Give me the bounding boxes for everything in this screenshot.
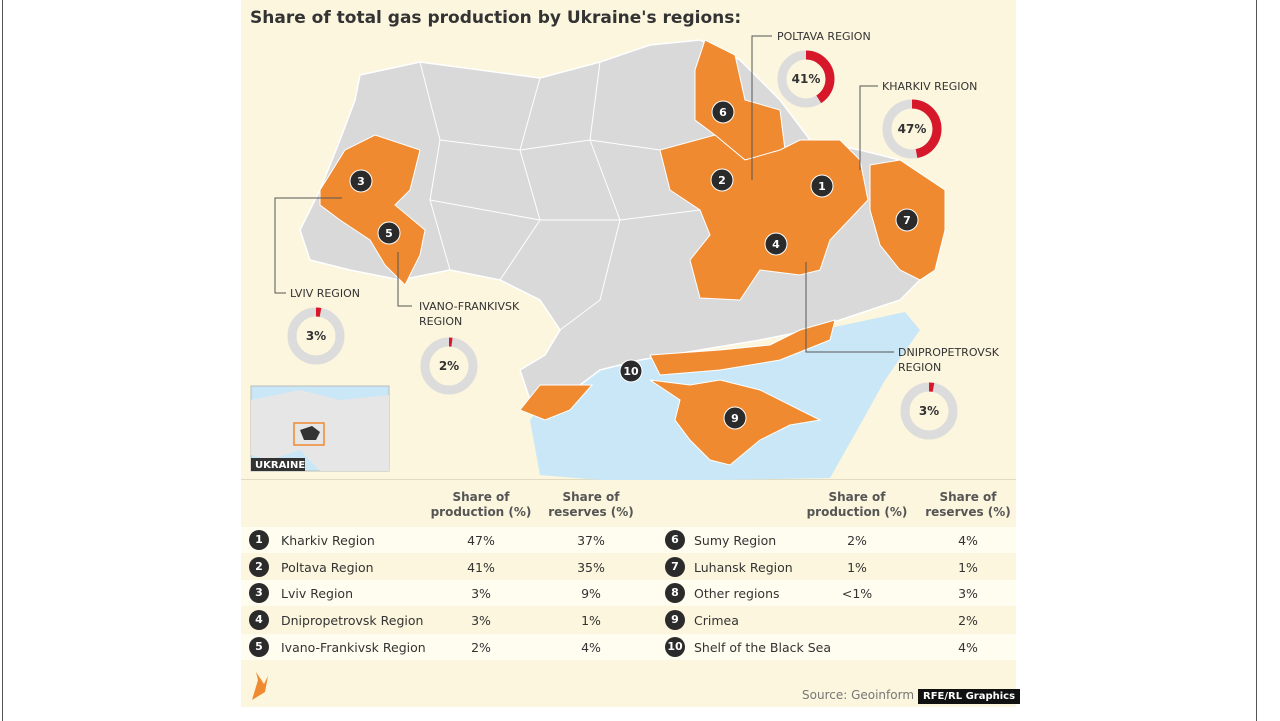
row-number: 9 bbox=[665, 610, 685, 631]
row-number: 5 bbox=[249, 636, 269, 657]
row-band bbox=[241, 527, 1016, 553]
row-name: Shelf of the Black Sea bbox=[694, 639, 831, 655]
credit: RFE/RL Graphics bbox=[918, 689, 1021, 704]
donut-label: 2% bbox=[439, 359, 459, 373]
row-number: 4 bbox=[249, 610, 269, 631]
row-number: 10 bbox=[665, 636, 685, 657]
map-marker bbox=[711, 100, 735, 124]
row-reserves: 1% bbox=[958, 559, 978, 575]
row-name: Poltava Region bbox=[281, 559, 374, 575]
title: Share of total gas production by Ukraine… bbox=[250, 8, 742, 28]
logo bbox=[252, 672, 268, 700]
row-name: Ivano-Frankivsk Region bbox=[281, 639, 426, 655]
row-reserves: 1% bbox=[581, 613, 601, 629]
row-number: 7 bbox=[665, 556, 685, 577]
row-number: 3 bbox=[249, 583, 269, 604]
donut-arc bbox=[900, 382, 958, 440]
source: Source: Geoinform bbox=[802, 688, 915, 702]
donut-arc bbox=[777, 50, 835, 108]
row-number: 6 bbox=[665, 530, 685, 550]
donut-arc bbox=[287, 307, 345, 365]
row-name: Other regions bbox=[694, 586, 780, 602]
row-name: Sumy Region bbox=[694, 533, 777, 548]
table-header: Share of reserves (%) bbox=[925, 490, 1011, 519]
callout-name: DNIPROPETROVSK REGION bbox=[898, 346, 1000, 374]
map-marker-number: 1 bbox=[818, 180, 826, 193]
row-production: 47% bbox=[467, 533, 495, 548]
row-band bbox=[241, 633, 1016, 660]
map-marker bbox=[764, 232, 788, 256]
map-marker-number: 5 bbox=[385, 227, 393, 240]
donut-label: 41% bbox=[792, 72, 821, 86]
row-reserves: 9% bbox=[581, 586, 601, 602]
inset-map bbox=[250, 385, 390, 472]
row-reserves: 35% bbox=[577, 559, 605, 575]
row-production: 2% bbox=[471, 639, 491, 655]
row-reserves: 4% bbox=[958, 533, 978, 548]
map-marker-number: 9 bbox=[731, 412, 739, 425]
row-band bbox=[241, 580, 1016, 607]
row-production: 3% bbox=[471, 586, 491, 602]
row-reserves: 37% bbox=[577, 533, 605, 548]
row-name: Dnipropetrovsk Region bbox=[281, 613, 424, 629]
row-reserves: 4% bbox=[581, 639, 601, 655]
row-number: 2 bbox=[249, 556, 269, 577]
map-marker-number: 6 bbox=[719, 106, 727, 119]
row-production: 2% bbox=[847, 533, 867, 548]
map-marker bbox=[723, 406, 747, 430]
table-header: Share of reserves (%) bbox=[548, 490, 634, 519]
row-reserves: 4% bbox=[958, 639, 978, 655]
map-marker-number: 10 bbox=[623, 365, 639, 378]
map-marker bbox=[619, 359, 643, 383]
callout-name: KHARKIV REGION bbox=[882, 80, 977, 93]
map-marker bbox=[377, 221, 401, 245]
row-name: Lviv Region bbox=[281, 586, 353, 602]
row-production: 1% bbox=[847, 559, 867, 575]
donut-label: 47% bbox=[898, 122, 927, 136]
callout-name: IVANO-FRANKIVSK REGION bbox=[419, 300, 520, 328]
donut-label: 3% bbox=[919, 404, 939, 418]
map-marker-number: 2 bbox=[718, 174, 726, 187]
table-header: Share of production (%) bbox=[806, 490, 908, 519]
map-marker bbox=[710, 168, 734, 192]
callout-name: POLTAVA REGION bbox=[777, 30, 871, 43]
row-number: 1 bbox=[249, 530, 269, 550]
row-production: <1% bbox=[841, 586, 873, 602]
region-borders bbox=[419, 61, 701, 331]
donut-label: 3% bbox=[306, 329, 326, 343]
row-name: Crimea bbox=[694, 613, 739, 629]
row-number: 8 bbox=[665, 583, 685, 604]
map-marker-number: 4 bbox=[772, 238, 780, 251]
frame-line bbox=[2, 0, 3, 721]
row-production: 3% bbox=[471, 613, 491, 629]
frame-line bbox=[1256, 0, 1257, 721]
row-reserves: 2% bbox=[958, 613, 978, 629]
inset-label: UKRAINE bbox=[255, 460, 305, 471]
donut-arc bbox=[882, 99, 942, 159]
table-header: Share of production (%) bbox=[430, 490, 532, 519]
callout-name: LVIV REGION bbox=[290, 287, 360, 300]
map-marker bbox=[810, 174, 834, 198]
donut-arc bbox=[420, 337, 478, 395]
leader-lines bbox=[274, 35, 894, 353]
map-marker bbox=[895, 208, 919, 232]
row-name: Kharkiv Region bbox=[281, 533, 375, 548]
row-reserves: 3% bbox=[958, 586, 978, 602]
map-marker-number: 7 bbox=[903, 214, 911, 227]
map-marker bbox=[349, 169, 373, 193]
map-marker-number: 3 bbox=[357, 175, 365, 188]
row-name: Luhansk Region bbox=[694, 559, 793, 575]
row-production: 41% bbox=[467, 559, 495, 575]
